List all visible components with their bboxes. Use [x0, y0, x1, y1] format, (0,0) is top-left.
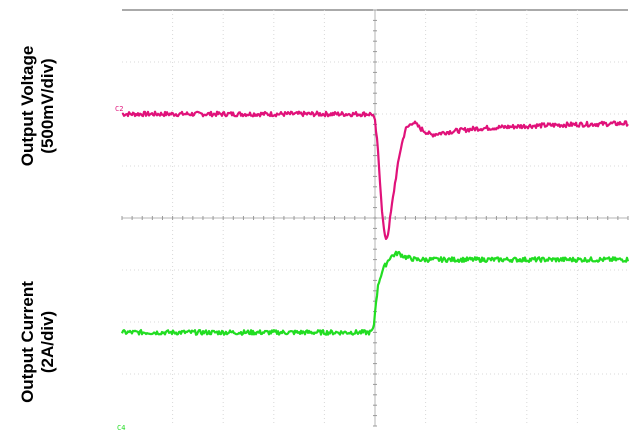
- traces-layer: [120, 110, 629, 336]
- grid-lines: [121, 9, 629, 427]
- trace-c4: [120, 250, 629, 336]
- channel-markers: C2 C4: [115, 105, 125, 432]
- trace-c2: [121, 110, 629, 240]
- channel-marker-c4: C4: [117, 424, 125, 432]
- channel-marker-c2: C2: [115, 105, 123, 113]
